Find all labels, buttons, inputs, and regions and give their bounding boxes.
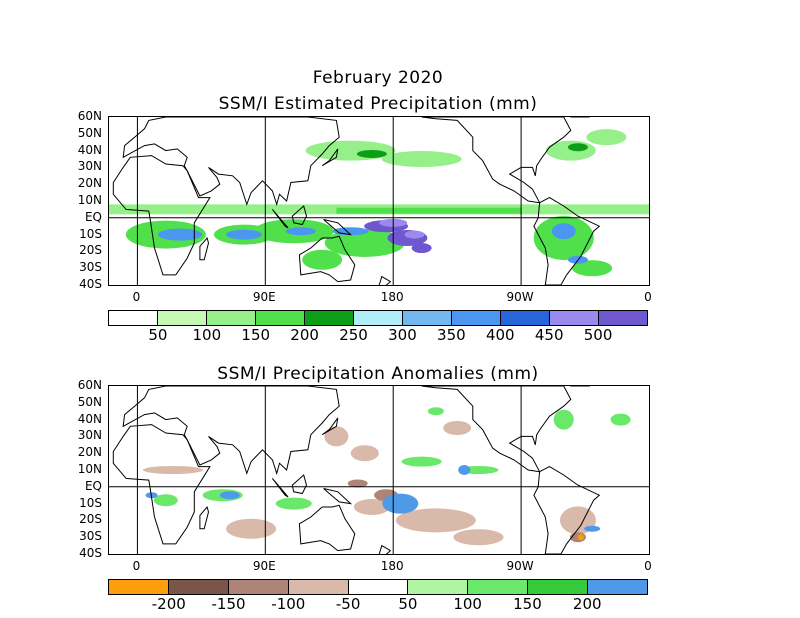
colorbar-label: 200 [290,326,319,344]
lon-label: 180 [380,290,404,304]
lat-label: 10N [77,193,102,207]
lon-label: 0 [644,559,652,573]
lat-label: 50N [77,125,102,140]
lat-label: 20S [79,512,102,527]
colorbar-swatch [348,580,409,594]
lon-label: 90E [252,290,276,304]
colorbar-swatch [501,311,550,325]
lat-label: 20N [77,445,102,460]
colorbar-swatch [256,311,305,325]
colorbar-swatch [354,311,403,325]
colorbar-swatch [408,580,469,594]
colorbar-label: 350 [437,326,466,344]
lat-label: 20S [79,243,102,258]
colorbar-label: 500 [583,326,613,344]
anomaly-colorbar [108,579,648,595]
colorbar-label: 50 [398,595,418,613]
colorbar-swatch [109,311,158,325]
colorbar-label: 100 [453,595,482,613]
colorbar-label: 300 [388,326,417,344]
colorbar-swatch [168,580,229,594]
month-title: February 2020 [312,68,444,88]
colorbar-swatch [158,311,207,325]
lon-label: 90W [506,290,534,304]
lon-label: 0 [132,559,141,573]
colorbar-swatch [550,311,599,325]
colorbar-label: 250 [339,326,368,344]
lat-label: 30N [77,159,102,174]
lat-label: 30S [79,529,102,544]
lon-label: 0 [132,290,141,304]
precip-title: SSM/I Estimated Precipitation (mm) [218,94,538,114]
lat-label: 40S [79,546,102,560]
lat-label: EQ [84,209,102,224]
colorbar-label: -50 [335,595,361,613]
lat-label: EQ [84,478,102,493]
anomaly-title: SSM/I Precipitation Anomalies (mm) [217,364,539,384]
colorbar-label: 50 [148,326,168,344]
colorbar-label: 100 [192,326,222,344]
precipitation-map [108,116,650,286]
lat-label: 60N [77,109,102,123]
colorbar-swatch [588,580,648,594]
lat-label: 50N [77,394,102,409]
lat-label: 10S [79,495,102,510]
lat-label: 40N [77,411,102,426]
lat-label: 30S [79,260,102,275]
lat-label: 10S [79,226,102,241]
colorbar-swatch [207,311,256,325]
lat-label: 10N [77,462,102,476]
lat-label: 40N [77,142,102,157]
lat-label: 30N [77,428,102,443]
colorbar-label: -100 [271,595,306,613]
colorbar-label: 150 [513,595,542,613]
colorbar-swatch [305,311,354,325]
colorbar-swatch [528,580,589,594]
colorbar-swatch [468,580,529,594]
anomaly-map [108,385,650,555]
colorbar-label: 450 [534,326,564,344]
colorbar-swatch [452,311,501,325]
colorbar-swatch [288,580,349,594]
colorbar-label: -200 [151,595,186,613]
lat-label: 40S [79,277,102,291]
lat-label: 60N [77,378,102,392]
colorbar-label: 150 [241,326,271,344]
lat-label: 20N [77,176,102,191]
colorbar-swatch [109,580,169,594]
colorbar-swatch [599,311,647,325]
lon-label: 180 [380,559,404,573]
colorbar-label: 400 [485,326,515,344]
lon-label: 90E [252,559,276,573]
colorbar-swatch [403,311,452,325]
colorbar-label: -150 [211,595,246,613]
lon-label: 0 [644,290,652,304]
lon-label: 90W [506,559,534,573]
precipitation-colorbar [108,310,648,326]
colorbar-label: 200 [572,595,602,613]
colorbar-swatch [228,580,289,594]
